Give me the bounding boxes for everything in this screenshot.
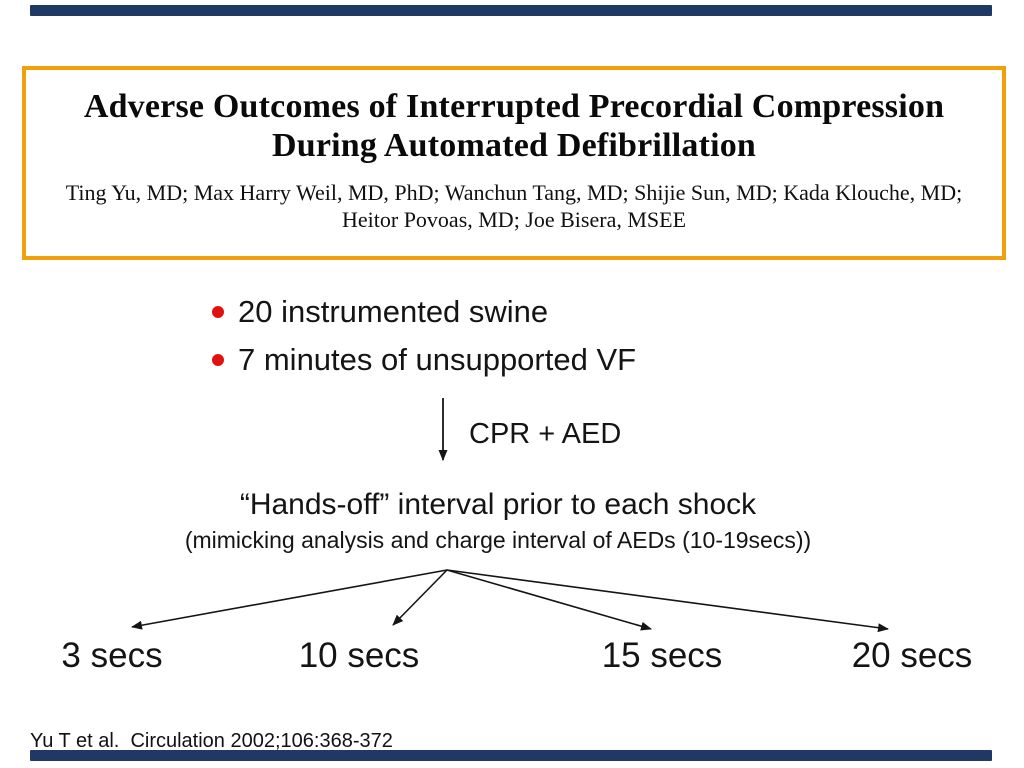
citation: Yu T et al. Circulation 2002;106:368-372	[30, 730, 393, 752]
paper-title: Adverse Outcomes of Interrupted Precordi…	[32, 88, 996, 166]
branch-label-3secs: 3 secs	[61, 636, 163, 675]
paper-authors-line1: Ting Yu, MD; Max Harry Weil, MD, PhD; Wa…	[65, 179, 963, 205]
cpr-aed-label: CPR + AED	[469, 418, 622, 450]
paper-authors-line2: Heitor Povoas, MD; Joe Bisera, MSEE	[341, 207, 687, 232]
interval-subtitle: (mimicking analysis and charge interval …	[184, 527, 812, 553]
paper-authors: Ting Yu, MD; Max Harry Weil, MD, PhD; Wa…	[34, 179, 994, 234]
interval-title: “Hands-off” interval prior to each shock	[239, 488, 757, 521]
bullet-item: 7 minutes of unsupported VF	[212, 336, 636, 384]
paper-title-line2: During Automated Defibrillation	[271, 126, 757, 164]
bullet-item: 20 instrumented swine	[212, 288, 636, 336]
bullet-icon	[212, 306, 224, 318]
bottom-accent-bar	[30, 750, 992, 761]
branch-label-10secs: 10 secs	[298, 636, 420, 675]
paper-title-box: Adverse Outcomes of Interrupted Precordi…	[22, 66, 1006, 260]
branch-arrow-10s	[392, 569, 448, 626]
branch-arrow-3s	[131, 569, 448, 630]
branch-arrow-20s	[446, 569, 889, 633]
bullet-text-swine: 20 instrumented swine	[238, 294, 549, 329]
top-accent-bar	[30, 5, 992, 16]
bullet-icon	[212, 354, 224, 366]
bullet-list: 20 instrumented swine 7 minutes of unsup…	[212, 288, 636, 384]
branch-arrow-15s	[446, 569, 652, 631]
branch-label-15secs: 15 secs	[601, 636, 723, 675]
bullet-text-vf: 7 minutes of unsupported VF	[238, 342, 637, 377]
paper-title-line1: Adverse Outcomes of Interrupted Precordi…	[83, 88, 945, 125]
branch-label-20secs: 20 secs	[851, 636, 973, 675]
